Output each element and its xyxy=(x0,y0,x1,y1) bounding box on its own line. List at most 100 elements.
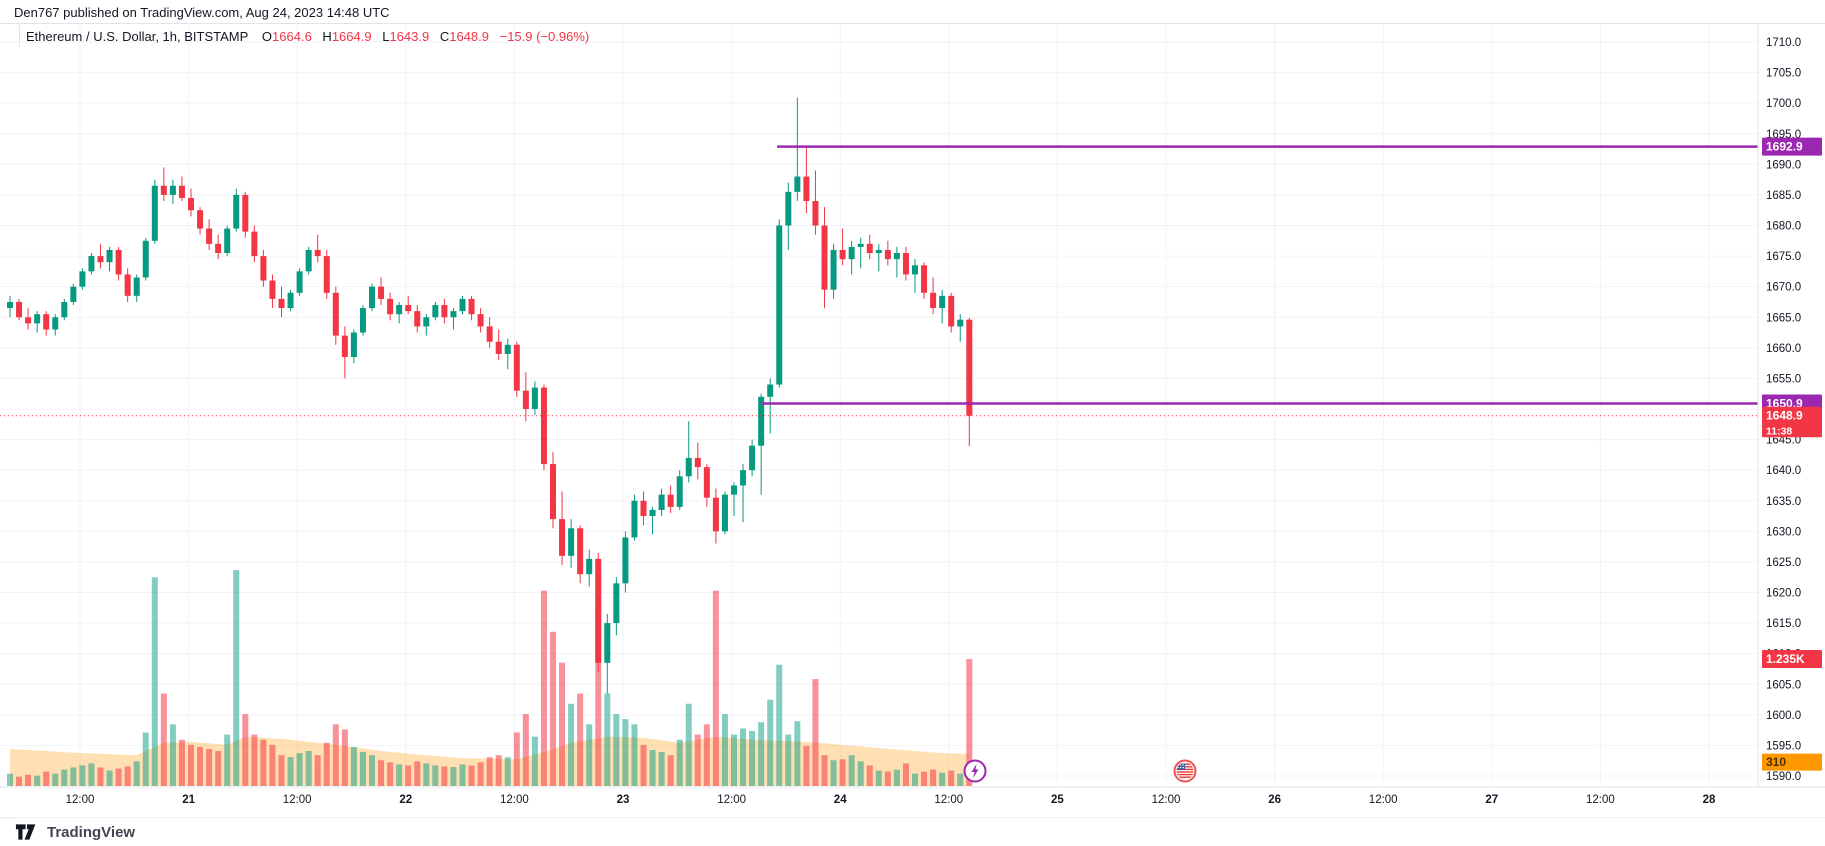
candle xyxy=(939,289,946,324)
candle xyxy=(830,243,837,299)
volume-bar xyxy=(70,767,77,786)
price-tick-label: 1590.0 xyxy=(1766,771,1801,783)
bar-countdown-badge: 11:38 xyxy=(1762,424,1822,438)
time-tick-label: 12:00 xyxy=(283,794,312,806)
volume-bar xyxy=(785,734,792,786)
volume-bar xyxy=(893,769,900,786)
candle xyxy=(332,286,339,345)
candle xyxy=(667,485,674,513)
volume-bar xyxy=(233,570,240,786)
volume-bar xyxy=(97,767,104,786)
candle xyxy=(359,305,366,336)
time-tick-label: 24 xyxy=(834,794,847,806)
volume-bar xyxy=(559,662,566,786)
price-tick-label: 1635.0 xyxy=(1766,496,1801,508)
volume-bar xyxy=(966,659,973,786)
candle xyxy=(595,552,602,673)
candle xyxy=(522,372,529,422)
volume-bar xyxy=(731,734,737,786)
legend-separator xyxy=(19,25,20,47)
volume-bar xyxy=(495,755,502,786)
candle xyxy=(61,298,68,321)
candle xyxy=(450,308,457,330)
candle xyxy=(314,234,321,263)
time-tick-label: 12:00 xyxy=(1152,794,1181,806)
time-tick-label: 21 xyxy=(182,794,195,806)
candle xyxy=(405,295,412,315)
candle xyxy=(70,283,77,306)
candle xyxy=(504,338,511,370)
volume-bar xyxy=(613,714,620,786)
candle xyxy=(866,234,873,260)
candle xyxy=(613,577,620,636)
candle xyxy=(568,519,575,569)
volume-bars xyxy=(7,570,973,786)
volume-bar xyxy=(531,736,538,786)
tradingview-logo-icon[interactable] xyxy=(14,823,40,841)
candle xyxy=(88,253,95,275)
volume-bar xyxy=(930,769,937,786)
volume-bar xyxy=(640,744,647,786)
symbol-legend[interactable]: Ethereum / U.S. Dollar, 1h, BITSTAMP O16… xyxy=(26,29,589,44)
volume-bar xyxy=(79,765,86,786)
candle xyxy=(79,268,86,290)
volume-bar xyxy=(61,769,68,786)
candle xyxy=(142,237,149,281)
candle xyxy=(350,329,357,364)
candle xyxy=(188,188,194,217)
time-tick-label: 12:00 xyxy=(934,794,963,806)
candle xyxy=(287,289,294,312)
price-tick-label: 1690.0 xyxy=(1766,159,1801,171)
time-tick-label: 23 xyxy=(617,794,630,806)
volume-bar xyxy=(52,773,59,786)
price-tick-label: 1660.0 xyxy=(1766,343,1801,355)
publish-watermark: Den767 published on TradingView.com, Aug… xyxy=(14,5,390,20)
candle xyxy=(794,97,801,202)
volume-bar xyxy=(34,775,41,786)
candle xyxy=(857,237,864,269)
candle xyxy=(513,341,520,397)
candle xyxy=(694,442,701,480)
candle xyxy=(115,246,122,281)
volume-bar xyxy=(957,773,964,786)
candle xyxy=(43,311,50,336)
candle xyxy=(414,305,421,333)
tradingview-brand-text[interactable]: TradingView xyxy=(47,823,136,841)
candle xyxy=(206,219,213,250)
price-tick-label: 1675.0 xyxy=(1766,251,1801,263)
volume-bar xyxy=(821,755,828,786)
volume-bar xyxy=(414,761,421,786)
ohlc-low: L1643.9 xyxy=(382,29,430,44)
time-axis[interactable]: 12:00 21 12:00 22 12:00 23 12:00 24 12:00 25 12:00… xyxy=(66,794,1716,806)
candle xyxy=(495,329,502,361)
candle xyxy=(16,298,23,321)
svg-text:1.235K: 1.235K xyxy=(1766,652,1805,666)
candle xyxy=(604,613,611,694)
candle xyxy=(215,234,222,260)
candle xyxy=(703,464,710,507)
volume-bar xyxy=(432,765,439,786)
price-tick-label: 1595.0 xyxy=(1766,740,1801,752)
volume-bar xyxy=(278,755,285,786)
volume-bar xyxy=(685,703,692,786)
svg-text:310: 310 xyxy=(1766,755,1786,769)
lightning-event-icon[interactable] xyxy=(963,759,987,783)
candle xyxy=(785,182,792,250)
volume-bar xyxy=(188,744,194,786)
us-flag-event-icon[interactable] xyxy=(1173,759,1197,783)
volume-bar xyxy=(332,724,339,786)
volume-bar xyxy=(43,771,50,786)
candle xyxy=(631,494,638,541)
volume-bar xyxy=(631,724,638,786)
ohlc-open: O1664.6 xyxy=(261,29,312,44)
volume-bar xyxy=(939,772,946,786)
volume-bar xyxy=(151,577,158,786)
volume-bar xyxy=(812,679,819,786)
volume-bar xyxy=(749,731,756,786)
time-tick-label: 28 xyxy=(1703,794,1716,806)
candle xyxy=(269,274,276,309)
volume-bar xyxy=(622,719,629,786)
volume-bar xyxy=(794,721,801,786)
volume-bar xyxy=(803,745,810,786)
candle xyxy=(550,451,556,529)
